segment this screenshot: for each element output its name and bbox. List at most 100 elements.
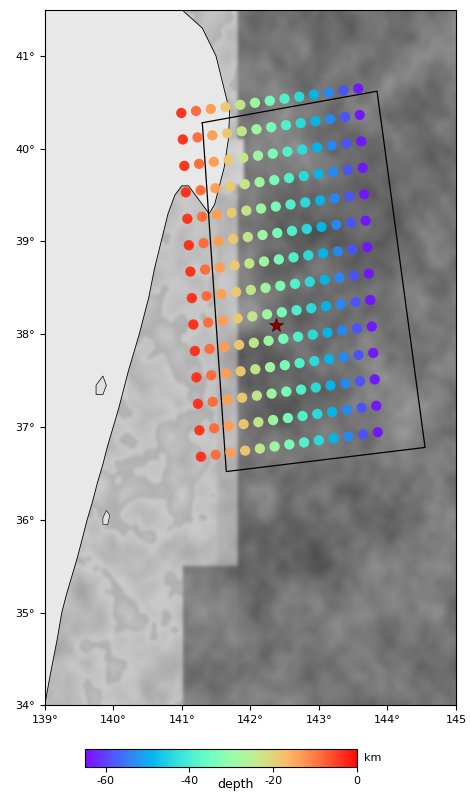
Point: [249, 310, 256, 323]
Point: [197, 450, 204, 463]
Point: [224, 394, 231, 406]
Point: [244, 230, 251, 243]
Point: [374, 426, 382, 438]
Point: [324, 326, 331, 339]
Point: [327, 379, 334, 392]
Point: [290, 251, 298, 264]
Point: [342, 377, 349, 390]
Point: [263, 308, 271, 320]
Point: [255, 416, 262, 429]
Point: [196, 158, 203, 171]
Point: [231, 259, 238, 272]
Point: [288, 225, 296, 238]
Point: [337, 298, 345, 311]
Point: [328, 406, 336, 418]
Point: [269, 147, 276, 160]
Point: [316, 194, 324, 206]
Point: [242, 444, 249, 457]
Point: [207, 369, 215, 382]
Point: [216, 261, 224, 274]
Point: [300, 170, 307, 183]
Point: [241, 178, 249, 190]
Point: [240, 151, 247, 164]
Point: [297, 116, 305, 129]
Point: [187, 265, 194, 278]
Point: [331, 192, 338, 205]
Point: [332, 218, 340, 231]
Point: [180, 159, 188, 172]
Point: [315, 434, 322, 447]
Point: [272, 200, 280, 213]
Text: depth: depth: [217, 778, 253, 791]
Point: [210, 155, 218, 168]
Point: [212, 182, 219, 194]
Point: [194, 131, 201, 143]
Point: [250, 336, 258, 349]
Point: [238, 125, 245, 138]
Point: [225, 153, 232, 166]
Point: [287, 198, 294, 211]
Point: [209, 395, 216, 408]
Point: [274, 226, 281, 239]
Point: [312, 381, 320, 394]
Point: [265, 335, 272, 347]
Point: [303, 222, 311, 235]
Point: [309, 328, 316, 341]
Point: [298, 143, 306, 156]
Point: [251, 363, 259, 375]
Point: [271, 440, 278, 453]
Point: [259, 229, 266, 241]
Point: [369, 347, 377, 359]
Point: [198, 210, 206, 223]
Polygon shape: [45, 10, 230, 705]
Point: [257, 202, 265, 215]
Point: [367, 293, 374, 306]
Point: [278, 306, 286, 319]
Point: [247, 284, 255, 296]
Point: [310, 88, 318, 101]
Point: [338, 324, 346, 337]
Point: [178, 107, 185, 120]
Point: [182, 186, 189, 198]
Point: [235, 339, 243, 351]
Point: [356, 108, 363, 121]
Point: [243, 204, 250, 217]
Point: [343, 137, 350, 150]
Point: [321, 273, 328, 286]
Point: [204, 316, 212, 329]
Point: [179, 133, 187, 146]
Point: [282, 385, 290, 398]
Point: [360, 188, 368, 201]
Point: [240, 418, 247, 430]
Point: [189, 318, 197, 331]
Point: [184, 212, 191, 225]
Point: [281, 359, 289, 371]
Point: [356, 375, 364, 388]
Point: [365, 267, 373, 280]
Point: [353, 322, 361, 335]
Point: [276, 280, 284, 292]
Point: [238, 391, 246, 404]
Point: [218, 288, 225, 300]
Point: [201, 263, 209, 276]
Point: [300, 436, 308, 449]
Point: [293, 304, 300, 316]
Point: [260, 255, 268, 268]
Point: [271, 174, 278, 186]
Point: [352, 296, 359, 308]
Point: [232, 285, 240, 298]
Point: [327, 112, 334, 125]
Point: [311, 355, 318, 367]
Point: [194, 398, 202, 410]
Point: [207, 103, 215, 116]
Point: [253, 389, 260, 402]
Point: [294, 330, 302, 343]
Point: [373, 399, 380, 412]
Point: [306, 276, 313, 289]
Point: [336, 271, 343, 284]
Point: [229, 233, 237, 245]
Point: [296, 90, 303, 103]
Point: [280, 332, 287, 345]
Point: [346, 190, 353, 202]
Point: [312, 115, 319, 128]
